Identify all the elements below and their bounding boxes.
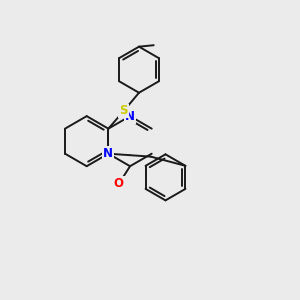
Text: N: N bbox=[103, 147, 113, 160]
Text: O: O bbox=[114, 177, 124, 190]
Text: S: S bbox=[119, 104, 128, 118]
Text: N: N bbox=[125, 110, 135, 123]
